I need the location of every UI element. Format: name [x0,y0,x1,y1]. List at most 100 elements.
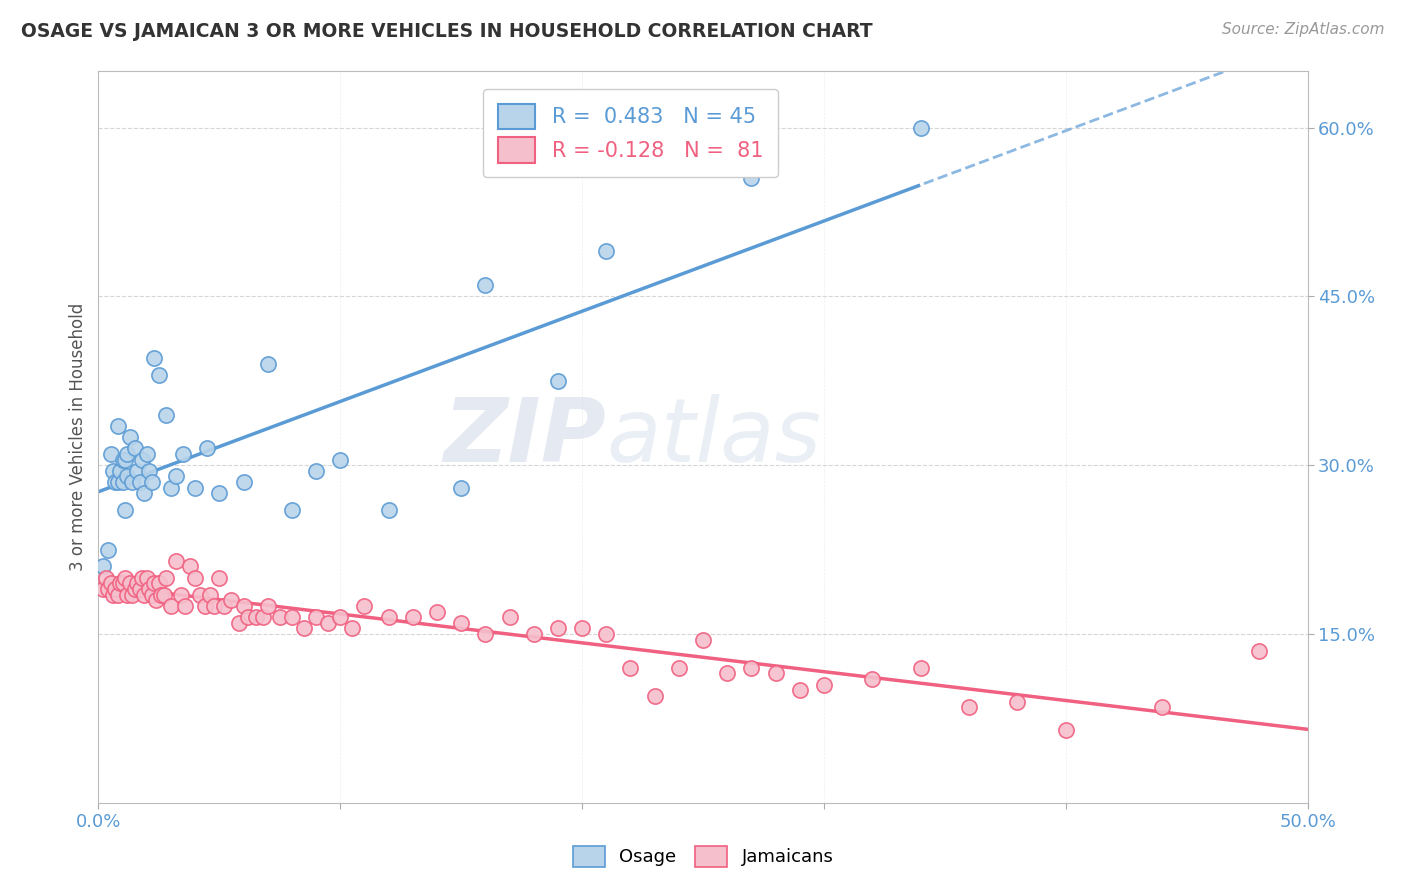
Point [148,368,170,383]
Point [111,475,134,489]
Point [104,475,127,489]
Point [644,689,666,703]
Point [97,542,120,557]
Point [135,447,157,461]
Legend: Osage, Jamaicans: Osage, Jamaicans [565,838,841,874]
Point [692,632,714,647]
Point [198,588,221,602]
Point [150,588,173,602]
Point [860,672,883,686]
Point [101,588,124,602]
Point [269,610,291,624]
Point [114,571,136,585]
Point [114,503,136,517]
Point [131,571,153,585]
Point [108,576,131,591]
Point [232,475,254,489]
Point [107,418,129,433]
Point [238,610,260,624]
Point [121,588,143,602]
Point [305,610,328,624]
Point [571,621,593,635]
Point [184,481,207,495]
Point [1152,700,1174,714]
Point [204,599,226,613]
Point [474,627,496,641]
Point [165,469,187,483]
Point [104,582,127,596]
Point [252,610,274,624]
Point [100,447,122,461]
Point [127,464,149,478]
Point [212,599,235,613]
Y-axis label: 3 or more Vehicles in Household: 3 or more Vehicles in Household [69,303,87,571]
Point [111,452,134,467]
Point [179,559,201,574]
Point [94,571,117,585]
Point [118,576,141,591]
Point [118,430,141,444]
Point [329,452,352,467]
Point [143,576,166,591]
Point [114,452,136,467]
Point [134,588,156,602]
Point [1249,644,1271,658]
Point [143,351,166,366]
Point [131,452,153,467]
Point [353,599,375,613]
Point [174,599,197,613]
Point [165,554,187,568]
Point [281,610,304,624]
Point [221,593,243,607]
Point [195,442,218,456]
Point [91,559,114,574]
Point [117,588,139,602]
Point [910,661,932,675]
Point [101,464,124,478]
Point [1054,723,1077,737]
Point [316,615,339,630]
Text: atlas: atlas [606,394,821,480]
Text: ZIP: ZIP [443,393,606,481]
Point [194,599,217,613]
Point [138,464,160,478]
Point [426,605,449,619]
Point [117,447,139,461]
Point [128,582,150,596]
Point [377,610,399,624]
Point [329,610,352,624]
Point [474,278,496,293]
Point [740,171,762,186]
Point [134,486,156,500]
Point [595,627,617,641]
Text: OSAGE VS JAMAICAN 3 OR MORE VEHICLES IN HOUSEHOLD CORRELATION CHART: OSAGE VS JAMAICAN 3 OR MORE VEHICLES IN … [21,22,873,41]
Point [208,486,231,500]
Point [619,661,641,675]
Point [402,610,425,624]
Point [155,571,177,585]
Point [169,588,191,602]
Legend: R =  0.483   N = 45, R = -0.128   N =  81: R = 0.483 N = 45, R = -0.128 N = 81 [484,89,778,178]
Point [232,599,254,613]
Point [740,661,762,675]
Point [107,475,129,489]
Point [1007,694,1029,708]
Point [152,588,174,602]
Point [172,447,194,461]
Point [716,666,738,681]
Point [256,357,278,371]
Point [128,475,150,489]
Point [184,571,207,585]
Point [117,469,139,483]
Text: Source: ZipAtlas.com: Source: ZipAtlas.com [1222,22,1385,37]
Point [188,588,211,602]
Point [305,464,328,478]
Point [547,374,569,388]
Point [138,582,160,596]
Point [450,615,472,630]
Point [108,464,131,478]
Point [342,621,364,635]
Point [97,582,120,596]
Point [377,503,399,517]
Point [813,678,835,692]
